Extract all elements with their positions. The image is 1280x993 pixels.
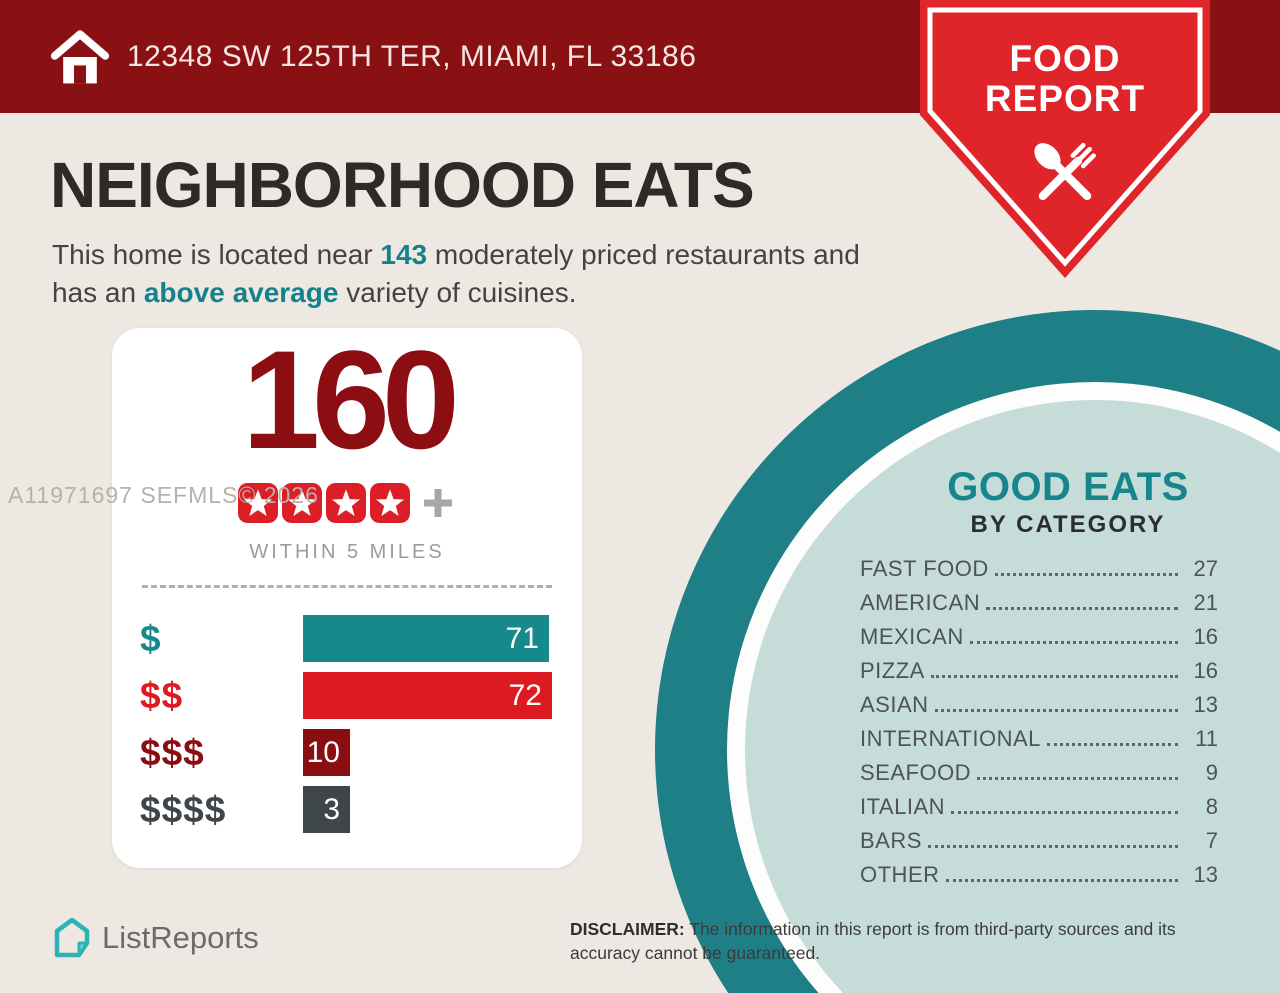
price-tier-value: 10 [306, 735, 340, 769]
category-value: 21 [1193, 590, 1218, 615]
price-tier-label: $$$$ [140, 788, 227, 830]
star-icon [282, 483, 322, 523]
dotted-leader [1046, 743, 1178, 746]
category-value: 16 [1193, 658, 1218, 683]
category-row: ITALIAN 8 [860, 796, 1218, 818]
rating-row [112, 483, 582, 523]
badge-title-line2: REPORT [984, 78, 1146, 119]
intro-line1: This home is located near 143 moderately… [52, 239, 860, 270]
price-tier-label: $ [140, 617, 162, 659]
good-eats-heading: GOOD EATS BY CATEGORY [878, 466, 1258, 539]
ribbon-shape [920, 0, 1210, 278]
category-row: PIZZA 16 [860, 660, 1218, 682]
intro-line2: has an above average variety of cuisines… [52, 276, 577, 308]
category-value: 27 [1193, 556, 1218, 581]
price-tier-label: $$ [140, 674, 184, 716]
category-label: FAST FOOD [860, 556, 989, 581]
category-label: SEAFOOD [860, 760, 972, 785]
price-tier-value: 71 [505, 621, 539, 655]
price-tier-chart: $ 71 $$ 72 $$$ 10 $$$$ 3 [140, 615, 557, 843]
good-eats-subtitle: BY CATEGORY [970, 511, 1166, 538]
dotted-leader [977, 777, 1178, 780]
category-value: 11 [1195, 726, 1218, 751]
home-icon [50, 30, 110, 84]
category-row: ASIAN 13 [860, 694, 1218, 716]
category-row: INTERNATIONAL 11 [860, 728, 1218, 750]
intro-text: This home is located near 143 moderately… [52, 236, 932, 311]
price-tier-bar: 71 [303, 615, 549, 662]
good-eats-title: GOOD EATS [947, 465, 1189, 509]
category-label: ITALIAN [860, 794, 946, 819]
listreports-logo: ListReports [52, 916, 259, 960]
category-list: FAST FOOD 27 AMERICAN 21 MEXICAN 16 PIZZ… [860, 558, 1218, 898]
listreports-icon [54, 917, 90, 958]
brand-name: ListReports [102, 920, 259, 955]
category-label: BARS [860, 828, 922, 853]
price-tier-bar: 72 [303, 672, 552, 719]
category-value: 8 [1205, 794, 1218, 819]
price-tier-bar: 3 [303, 786, 350, 833]
dotted-leader [986, 607, 1178, 610]
variety-highlight: above average [143, 276, 339, 308]
stats-card: 160 WITHIN 5 MILES $ 71 [112, 328, 582, 868]
category-label: ASIAN [860, 692, 929, 717]
dotted-leader [927, 845, 1178, 848]
price-tier-label: $$$ [140, 731, 205, 773]
category-value: 9 [1205, 760, 1218, 785]
dotted-leader [945, 879, 1178, 882]
category-label: OTHER [860, 862, 940, 887]
price-tier-bar: 10 [303, 729, 350, 776]
star-icon [326, 483, 366, 523]
category-row: AMERICAN 21 [860, 592, 1218, 614]
disclaimer-line1: DISCLAIMER: The information in this repo… [570, 919, 1176, 939]
category-row: SEAFOOD 9 [860, 762, 1218, 784]
price-tier-row: $$ 72 [140, 672, 557, 719]
category-row: OTHER 13 [860, 864, 1218, 886]
price-tier-value: 3 [323, 792, 340, 826]
page-title: NEIGHBORHOOD EATS [50, 149, 755, 221]
category-row: MEXICAN 16 [860, 626, 1218, 648]
category-row: BARS 7 [860, 830, 1218, 852]
star-icon [238, 483, 278, 523]
disclaimer: DISCLAIMER: The information in this repo… [570, 918, 1250, 965]
food-report-badge: FOOD REPORT [920, 0, 1210, 278]
property-address: 12348 SW 125TH TER, MIAMI, FL 33186 [127, 39, 697, 73]
price-tier-value: 72 [508, 678, 542, 712]
disclaimer-line2: accuracy cannot be guaranteed. [570, 942, 821, 963]
dotted-leader [930, 675, 1178, 678]
category-label: PIZZA [860, 658, 925, 683]
category-row: FAST FOOD 27 [860, 558, 1218, 580]
price-tier-row: $ 71 [140, 615, 557, 662]
category-label: MEXICAN [860, 624, 964, 649]
plus-icon [424, 489, 452, 517]
category-value: 13 [1193, 862, 1218, 887]
dotted-leader [951, 811, 1178, 814]
dotted-leader [994, 573, 1178, 576]
star-icon [370, 483, 410, 523]
price-tier-row: $$$ 10 [140, 729, 557, 776]
dotted-leader [969, 641, 1178, 644]
category-value: 16 [1193, 624, 1218, 649]
mls-watermark: A11971697 SEFMLS© 2026 [8, 482, 319, 508]
dashed-divider [142, 585, 552, 588]
fork-spoon-icon [1034, 142, 1096, 201]
category-label: AMERICAN [860, 590, 981, 615]
radius-label: WITHIN 5 MILES [249, 541, 445, 563]
price-tier-row: $$$$ 3 [140, 786, 557, 833]
category-label: INTERNATIONAL [860, 726, 1041, 751]
dotted-leader [934, 709, 1178, 712]
category-value: 13 [1193, 692, 1218, 717]
category-value: 7 [1205, 828, 1218, 853]
restaurant-total: 160 [242, 321, 460, 478]
rating-stars [238, 483, 410, 523]
restaurant-count: 143 [380, 239, 428, 270]
badge-title-line1: FOOD [1009, 38, 1121, 79]
